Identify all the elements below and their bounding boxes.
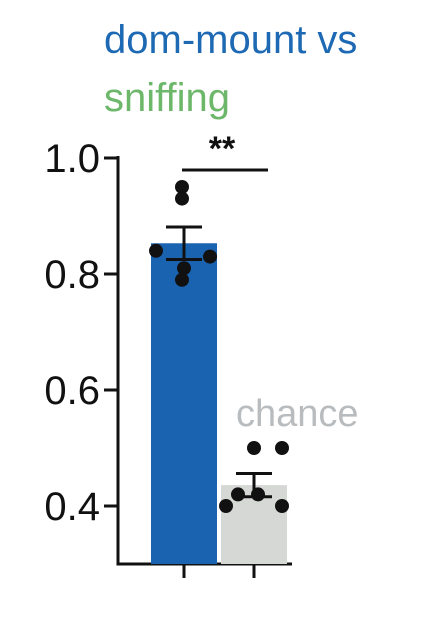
data-point [175,272,189,287]
significance-label: ** [209,130,236,168]
data-points [149,180,289,513]
data-point [177,261,191,276]
y-tick-label: 0.6 [44,369,100,413]
data-point [175,180,189,194]
data-point [275,499,289,513]
data-point [251,487,265,502]
y-tick-label: 0.8 [44,253,100,297]
chart-title-line-2: sniffing [104,76,231,120]
data-point [247,441,261,455]
y-tick-label: 1.0 [44,137,100,181]
axes: 0.4 0.6 0.8 1.0 [44,137,292,578]
data-point [175,191,189,206]
data-point [275,441,289,455]
y-tick-label: 0.4 [44,485,100,529]
data-point [231,487,245,502]
data-point [219,499,233,513]
data-point [203,249,217,264]
bar-1 [151,243,217,564]
chart-title-line-1: dom-mount vs [104,18,358,62]
chance-label: chance [236,393,359,435]
annotations: ** chance [182,130,359,435]
data-point [149,243,163,258]
